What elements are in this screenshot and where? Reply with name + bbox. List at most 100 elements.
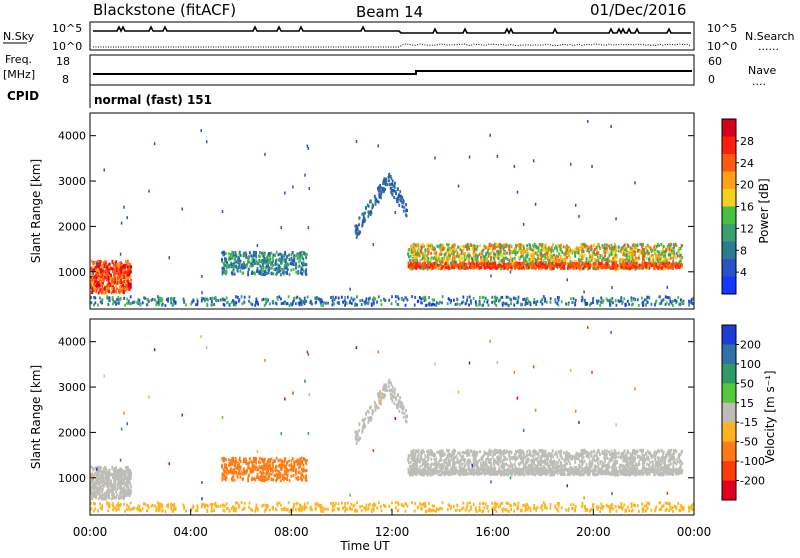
power-cell — [652, 256, 654, 259]
power-cell-sparse — [395, 211, 397, 214]
power-cell — [563, 267, 565, 270]
power-cell — [271, 267, 273, 270]
power-cell — [439, 301, 441, 304]
power-cell — [648, 252, 650, 255]
velocity-cell — [288, 501, 290, 504]
power-cell — [465, 302, 467, 305]
power-cell — [643, 255, 645, 258]
velocity-cell — [94, 487, 96, 490]
power-cell — [691, 301, 693, 304]
power-cell — [611, 298, 613, 301]
velocity-cell — [510, 505, 512, 508]
velocity-cell — [280, 503, 282, 506]
power-cell — [469, 295, 471, 298]
power-cell — [517, 262, 519, 265]
power-cell — [607, 263, 609, 266]
power-cell — [645, 247, 647, 250]
power-cell — [468, 262, 470, 265]
velocity-cell — [554, 504, 556, 507]
power-cell — [584, 245, 586, 248]
power-cell — [264, 253, 266, 256]
power-cell — [322, 304, 324, 307]
velocity-cell — [90, 482, 92, 485]
velocity-cell — [118, 497, 120, 500]
power-cell — [676, 262, 678, 265]
power-cell — [103, 291, 105, 294]
power-cell — [235, 295, 237, 298]
velocity-cell — [354, 510, 356, 513]
station-title: Blackstone (fitACF) — [93, 1, 236, 19]
power-cell — [648, 258, 650, 261]
velocity-cell — [91, 497, 93, 500]
power-cell — [170, 300, 172, 303]
power-cell — [581, 296, 583, 299]
power-cell — [344, 296, 346, 299]
power-cell — [612, 267, 614, 270]
power-cell — [627, 243, 629, 246]
power-cell — [129, 271, 131, 274]
power-cell — [651, 303, 653, 306]
velocity-cell — [102, 484, 104, 487]
power-cell — [621, 247, 623, 250]
velocity-cell — [251, 509, 253, 512]
velocity-cell — [320, 509, 322, 512]
power-cell-sparse — [634, 181, 636, 184]
power-cell — [457, 302, 459, 305]
power-cell — [263, 258, 265, 261]
power-cell — [157, 295, 159, 298]
power-cell — [224, 298, 226, 301]
velocity-cell — [361, 505, 363, 508]
power-cell — [526, 244, 528, 247]
power-cell — [385, 179, 387, 182]
power-cell — [543, 295, 545, 298]
power-cell — [506, 302, 508, 305]
power-cell — [604, 251, 606, 254]
power-cell — [587, 248, 589, 251]
power-cell — [435, 255, 437, 258]
power-cell — [671, 252, 673, 255]
power-cell — [367, 215, 369, 218]
power-cell — [517, 266, 519, 269]
power-cell — [631, 303, 633, 306]
power-cell — [627, 300, 629, 303]
power-cell — [639, 250, 641, 253]
power-cell — [226, 261, 228, 264]
power-cell — [243, 300, 245, 303]
power-cell — [445, 262, 447, 265]
power-cell — [94, 281, 96, 284]
power-cell — [468, 254, 470, 257]
power-cell — [196, 303, 198, 306]
power-cell — [426, 304, 428, 307]
velocity-cell — [100, 496, 102, 499]
power-cell — [542, 298, 544, 301]
power-cell — [612, 262, 614, 265]
power-cell — [434, 303, 436, 306]
power-cell — [488, 304, 490, 307]
power-cell — [92, 278, 94, 281]
nave-bottom-tick: 0 — [708, 73, 715, 86]
power-cell — [94, 275, 96, 278]
power-cell — [442, 257, 444, 260]
velocity-cell — [92, 484, 94, 487]
power-cell — [465, 267, 467, 270]
power-cell — [559, 245, 561, 248]
velocity-cell — [651, 509, 653, 512]
power-cell — [631, 299, 633, 302]
velocity-cell — [623, 503, 625, 506]
power-cell — [558, 296, 560, 299]
power-cell — [542, 262, 544, 265]
power-cell — [486, 301, 488, 304]
velocity-cell — [255, 505, 257, 508]
power-cell — [401, 196, 403, 199]
power-cell — [273, 268, 275, 271]
power-cell — [622, 258, 624, 261]
power-cell — [521, 254, 523, 257]
power-cell — [255, 256, 257, 259]
power-cell — [238, 263, 240, 266]
power-cell — [97, 304, 99, 307]
power-cell — [479, 253, 481, 256]
power-cell — [236, 265, 238, 268]
power-cell — [604, 243, 606, 246]
power-cell — [269, 302, 271, 305]
